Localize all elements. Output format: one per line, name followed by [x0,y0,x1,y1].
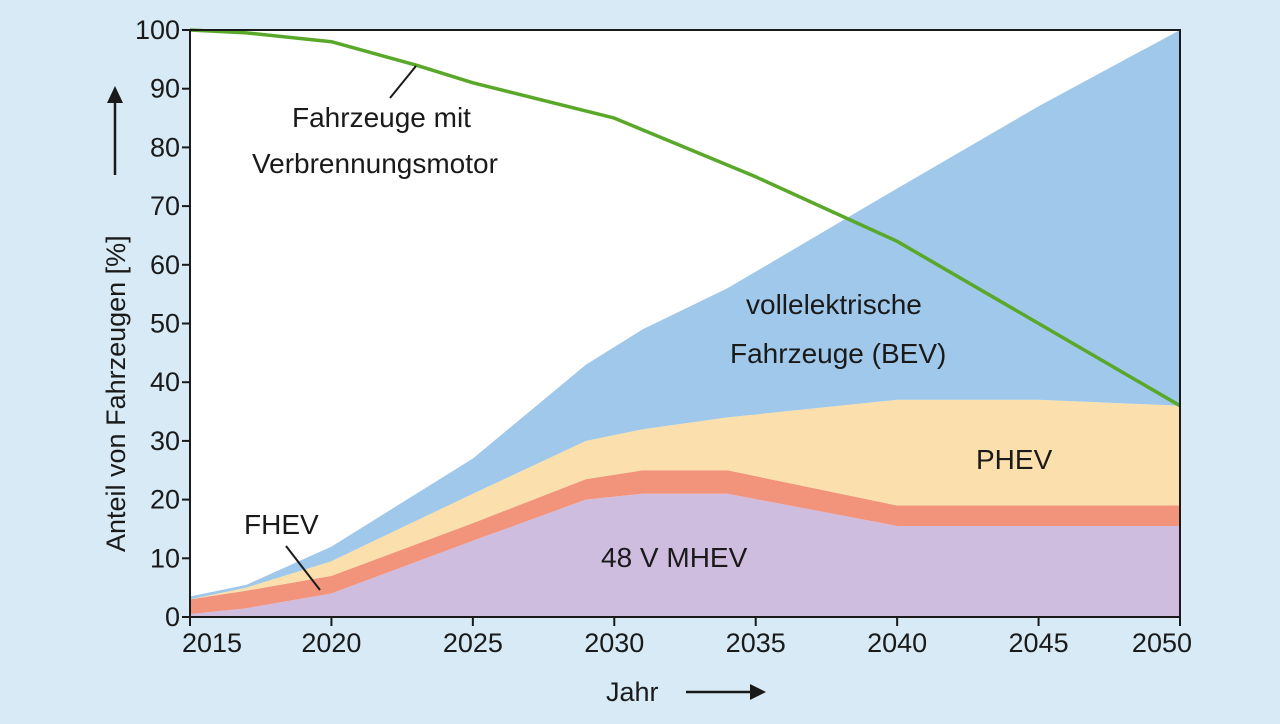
y-tick-label: 60 [150,250,180,280]
x-tick-label: 2025 [443,628,503,658]
area-phev [190,399,1180,600]
areas-layer [190,30,1180,617]
x-tick-label: 2015 [182,628,242,658]
y-axis-arrow [107,86,123,175]
line-layer [189,28,1181,408]
area-48-v-mhev [190,493,1180,617]
x-axis-arrow [686,684,766,700]
x-tick-label: 2045 [1009,628,1069,658]
annotation-mhev: 48 V MHEV [601,542,748,573]
annotation-bev-line2: Fahrzeuge (BEV) [730,338,946,369]
y-tick-label: 0 [165,602,180,632]
annotation-phev: PHEV [976,444,1053,475]
y-tick-label: 80 [150,132,180,162]
area-vollelektrische-fahrzeuge-bev [190,30,1180,600]
x-tick-label: 2050 [1132,628,1192,658]
y-tick-label: 90 [150,74,180,104]
y-tick-label: 100 [135,15,180,45]
annotation-verbrenner-line2: Verbrennungsmotor [252,148,498,179]
x-tick-label: 2030 [584,628,644,658]
line-verbrennungsmotor [189,28,1181,408]
annotation-verbrenner-line1: Fahrzeuge mit [292,102,471,133]
y-axis-title: Anteil von Fahrzeugen [%] [101,235,131,552]
annotation-fhev: FHEV [244,509,319,540]
x-axis-title: Jahr [606,677,659,707]
y-tick-label: 40 [150,367,180,397]
y-tick-label: 10 [150,543,180,573]
annotation-fhev-leader [285,545,321,591]
y-tick-label: 30 [150,426,180,456]
x-tick-label: 2035 [726,628,786,658]
area-fhev [190,470,1180,615]
annotation-bev-line1: vollelektrische [746,289,922,320]
y-tick-label: 70 [150,191,180,221]
y-tick-label: 50 [150,309,180,339]
x-tick-label: 2040 [867,628,927,658]
y-tick-label: 20 [150,485,180,515]
x-tick-label: 2020 [301,628,361,658]
annotation-verbrenner-leader [389,65,417,99]
